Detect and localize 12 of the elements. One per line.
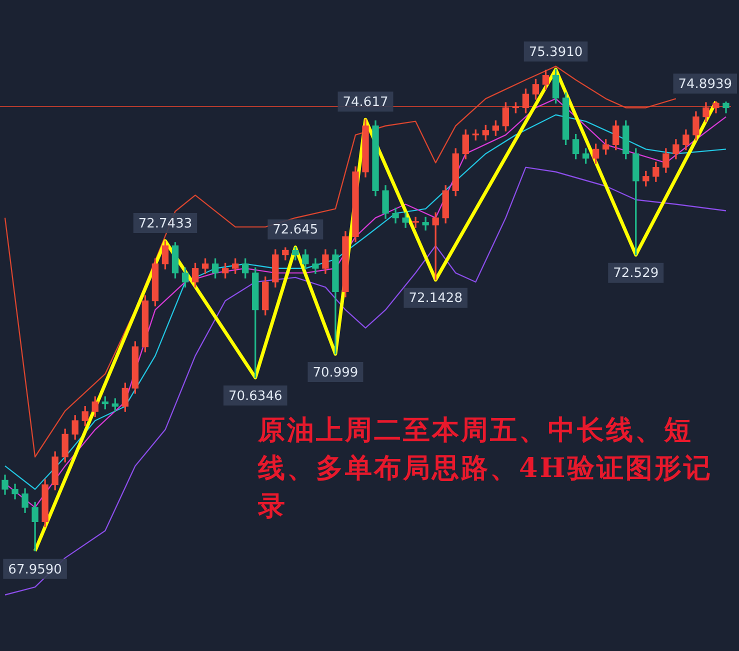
annotation: 74.8939 (678, 77, 732, 92)
annotation: 72.645 (272, 222, 318, 238)
annotation: 72.529 (613, 266, 659, 282)
annotation: 75.3910 (528, 44, 583, 60)
annotation: 67.9590 (8, 562, 62, 578)
annotation: 74.617 (342, 94, 388, 110)
annotation: 原油上周二至本周五、中长线、短线、多单布局思路、4H验证图形记录 (258, 414, 714, 524)
annotation: 72.1428 (408, 291, 462, 306)
candlestick (412, 216, 419, 228)
annotation: 70.999 (312, 365, 358, 380)
annotation: 72.7433 (138, 216, 192, 232)
annotation: 70.6346 (228, 388, 282, 404)
